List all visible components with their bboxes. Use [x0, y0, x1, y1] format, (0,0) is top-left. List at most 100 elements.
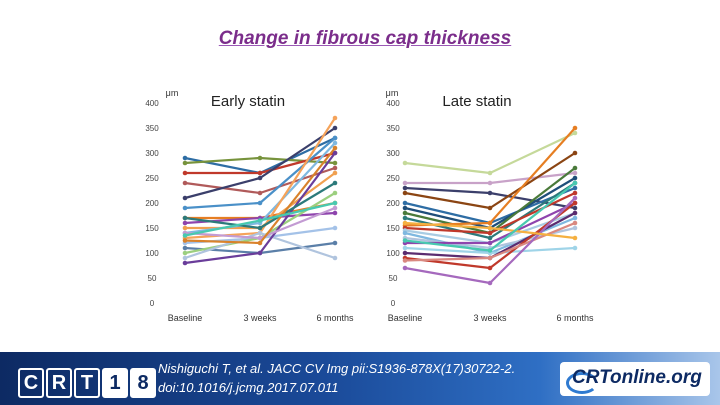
- data-point: [402, 205, 408, 211]
- y-tick-label: 0: [150, 299, 155, 308]
- data-point: [487, 170, 493, 176]
- crt-logo-digit: 1: [102, 368, 128, 398]
- data-point: [572, 190, 578, 196]
- data-point: [332, 225, 338, 231]
- x-tick-label: 3 weeks: [243, 313, 277, 323]
- data-point: [572, 165, 578, 171]
- data-point: [572, 200, 578, 206]
- data-point: [332, 200, 338, 206]
- y-axis-unit-1: μm: [386, 88, 399, 98]
- data-point: [182, 255, 188, 261]
- data-point: [487, 248, 493, 253]
- y-tick-label: 400: [386, 99, 400, 108]
- data-point: [402, 265, 408, 271]
- data-point: [257, 218, 263, 223]
- data-point: [257, 190, 263, 196]
- crt-logo-letter: R: [46, 368, 72, 398]
- y-tick-label: 150: [386, 224, 400, 233]
- data-point: [182, 195, 188, 201]
- data-point: [572, 220, 578, 226]
- crtonline-logo: CRTonline.org: [572, 367, 702, 388]
- data-point: [487, 265, 493, 271]
- data-point: [487, 180, 493, 186]
- data-point: [402, 210, 408, 216]
- data-point: [257, 240, 263, 246]
- data-point: [402, 185, 408, 191]
- data-point: [332, 210, 338, 216]
- y-tick-label: 400: [145, 99, 159, 108]
- data-point: [257, 170, 263, 176]
- data-point: [572, 125, 578, 131]
- crt-logo-letter: C: [18, 368, 44, 398]
- data-point: [572, 175, 578, 181]
- y-tick-label: 200: [386, 199, 400, 208]
- data-point: [332, 170, 338, 176]
- data-point: [572, 210, 578, 216]
- data-point: [572, 185, 578, 191]
- y-tick-label: 250: [386, 174, 400, 183]
- data-point: [182, 220, 188, 226]
- data-point: [182, 225, 188, 231]
- y-tick-label: 300: [386, 149, 400, 158]
- chart-title-0: Early statin: [211, 93, 285, 110]
- data-point: [487, 235, 493, 241]
- data-point: [572, 215, 578, 221]
- x-tick-label: 6 months: [556, 313, 594, 323]
- y-tick-label: 350: [386, 124, 400, 133]
- y-tick-label: 200: [145, 199, 159, 208]
- data-point: [332, 205, 338, 211]
- data-point: [332, 180, 338, 186]
- data-point: [332, 125, 338, 131]
- data-point: [332, 190, 338, 196]
- data-point: [402, 220, 408, 226]
- data-point: [487, 230, 493, 236]
- data-point: [182, 160, 188, 166]
- data-point: [487, 225, 493, 231]
- data-point: [332, 145, 338, 151]
- data-point: [257, 225, 263, 231]
- data-point: [487, 240, 493, 246]
- data-point: [572, 225, 578, 231]
- crt-logo-digit: 8: [130, 368, 156, 398]
- y-tick-label: 150: [145, 224, 159, 233]
- data-point: [257, 200, 263, 206]
- y-tick-label: 0: [391, 299, 396, 308]
- data-point: [332, 135, 338, 141]
- data-point: [572, 235, 578, 241]
- data-point: [182, 238, 188, 243]
- data-point: [257, 155, 263, 161]
- y-tick-label: 50: [148, 274, 157, 283]
- data-point: [182, 233, 188, 238]
- data-point: [182, 170, 188, 176]
- data-point: [182, 245, 188, 251]
- chart-title-1: Late statin: [442, 93, 511, 110]
- data-point: [332, 240, 338, 246]
- data-point: [487, 190, 493, 196]
- citation: Nishiguchi T, et al. JACC CV Img pii:S19…: [158, 359, 558, 397]
- data-point: [182, 180, 188, 186]
- x-tick-label: 3 weeks: [473, 313, 507, 323]
- data-point: [332, 165, 338, 171]
- data-point: [182, 215, 188, 221]
- data-point: [572, 205, 578, 211]
- y-tick-label: 350: [145, 124, 159, 133]
- data-point: [572, 245, 578, 251]
- data-point: [332, 150, 338, 156]
- series-line: [404, 132, 576, 175]
- citation-line-2: doi:10.1016/j.jcmg.2017.07.011: [158, 380, 339, 395]
- data-point: [487, 205, 493, 211]
- y-axis-unit-0: μm: [166, 88, 179, 98]
- data-point: [182, 250, 188, 256]
- data-point: [257, 235, 263, 241]
- data-point: [402, 245, 408, 251]
- data-point: [257, 230, 263, 236]
- y-tick-label: 100: [145, 249, 159, 258]
- y-tick-label: 250: [145, 174, 159, 183]
- data-point: [402, 180, 408, 186]
- data-point: [487, 280, 493, 286]
- data-point: [402, 250, 408, 256]
- data-point: [402, 258, 408, 263]
- x-tick-label: Baseline: [168, 313, 203, 323]
- data-point: [487, 220, 493, 226]
